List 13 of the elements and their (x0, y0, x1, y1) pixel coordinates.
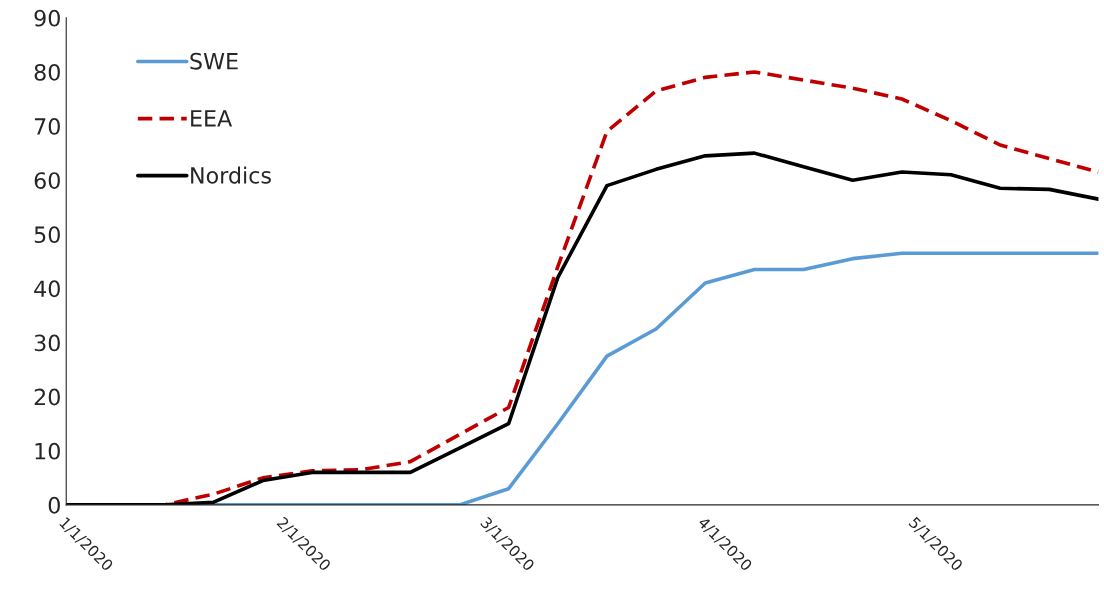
legend-label: EEA (191, 110, 233, 127)
legend-label: SWE (190, 52, 238, 70)
legend-label: Nordics (191, 166, 271, 184)
y-tick-label: 0 (48, 496, 60, 514)
y-tick-label: 30 (34, 334, 60, 352)
y-tick-label: 70 (34, 118, 60, 135)
y-tick-label: 50 (34, 226, 60, 244)
y-tick-label: 10 (35, 442, 60, 460)
y-tick-label: 20 (34, 388, 60, 406)
y-tick-label: 40 (34, 280, 60, 298)
y-tick-label: 60 (34, 172, 60, 189)
y-tick-label: 90 (34, 9, 60, 27)
y-tick-label: 80 (34, 63, 60, 81)
